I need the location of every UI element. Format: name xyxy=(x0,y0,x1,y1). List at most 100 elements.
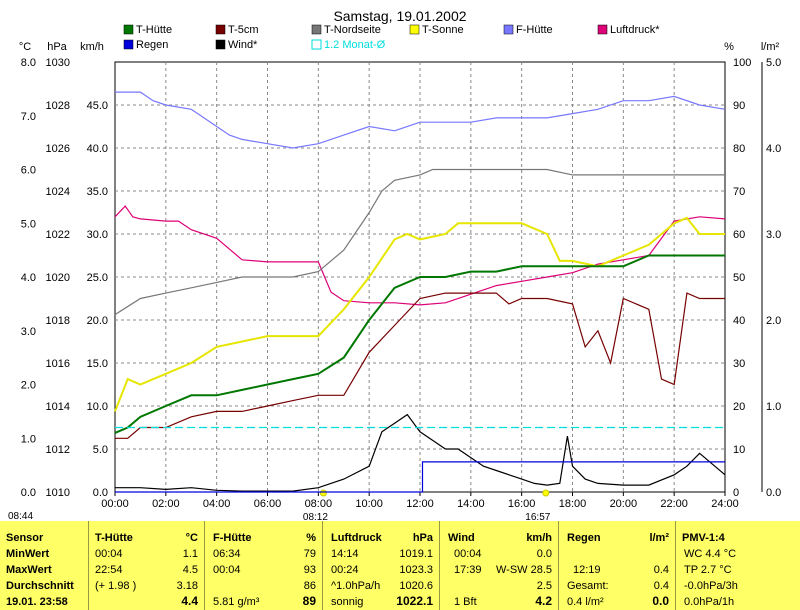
wind-avg-value: 2.5 xyxy=(536,580,552,592)
axis-tick-label-kmh: 5.0 xyxy=(93,444,108,456)
col-wind: Wind km/h 00:04 0.0 17:39 W-SW 28.5 2.5 … xyxy=(440,521,558,610)
axis-tick-label-lm2: 1.0 xyxy=(766,401,781,413)
row-max-label: MaxWert xyxy=(6,564,52,576)
axis-tick-label-hpa: 1022 xyxy=(46,229,70,241)
separator xyxy=(322,521,323,610)
x-tick-label: 24:00 xyxy=(711,498,739,510)
pmv-trend-1h: 0.0hPa/1h xyxy=(684,596,735,608)
axis-tick-label-celsius: 4.0 xyxy=(21,272,36,284)
x-tick-label: 10:00 xyxy=(355,498,383,510)
x-tick-label: 02:00 xyxy=(152,498,180,510)
wind-now-value: 4.2 xyxy=(535,594,552,608)
f-huette-now-value: 89 xyxy=(302,594,316,608)
series-line-t-sonne xyxy=(114,216,725,412)
axis-unit-hpa: hPa xyxy=(47,41,67,53)
axis-tick-label-lm2: 5.0 xyxy=(766,57,781,69)
legend-label: T-5cm xyxy=(228,24,259,36)
row-now-label: 19.01. 23:58 xyxy=(6,596,68,608)
x-tick-label: 16:00 xyxy=(508,498,536,510)
regen-total-value: 0.4 xyxy=(653,580,669,592)
col-regen: Regen l/m² 12:19 0.4 Gesamt: 0.4 0.4 l/m… xyxy=(559,521,675,610)
x-tick-label: 00:00 xyxy=(101,498,129,510)
legend-label: Regen xyxy=(136,39,168,51)
axis-tick-label-celsius: 7.0 xyxy=(21,111,36,123)
axis-unit-lm2: l/m² xyxy=(761,41,780,53)
axis-tick-label-kmh: 35.0 xyxy=(87,186,108,198)
separator xyxy=(204,521,205,610)
axis-tick-label-kmh: 10.0 xyxy=(87,401,108,413)
time-marker xyxy=(542,489,550,497)
axis-tick-label-percent: 20 xyxy=(733,401,745,413)
series-line-wind- xyxy=(115,413,726,492)
legend-swatch xyxy=(123,24,134,35)
separator xyxy=(88,521,89,610)
t-huette-max-time: 22:54 xyxy=(95,564,123,576)
series-layer xyxy=(114,91,726,493)
axis-unit-percent: % xyxy=(724,41,734,53)
luftdruck-trend: ^1.0hPa/h xyxy=(331,580,381,592)
axis-tick-label-percent: 60 xyxy=(733,229,745,241)
f-huette-now-note: 5.81 g/m³ xyxy=(213,596,260,608)
axis-tick-label-hpa: 1020 xyxy=(46,272,70,284)
axis-tick-label-hpa: 1028 xyxy=(46,100,70,112)
series-line-luftdruck- xyxy=(114,205,726,306)
row-min-label: MinWert xyxy=(6,548,50,560)
wind-now-note: 1 Bft xyxy=(454,596,477,608)
series-line-t-h-tte xyxy=(114,254,725,434)
axis-tick-label-celsius: 0.0 xyxy=(21,487,36,499)
axis-unit-kmh: km/h xyxy=(80,41,104,53)
axes: 00:00 02:00 04:00 06:00 08:00 10:00 12:00 14:00… xyxy=(19,41,781,521)
pmv-wc: WC 4.4 °C xyxy=(684,548,737,560)
hdr-luftdruck: Luftdruck xyxy=(331,532,382,544)
t-huette-max-value: 4.5 xyxy=(182,564,198,576)
unit-wind: km/h xyxy=(526,532,552,544)
axis-tick-label-kmh: 25.0 xyxy=(87,272,108,284)
axis-tick-label-percent: 50 xyxy=(733,272,745,284)
legend-label: F-Hütte xyxy=(516,24,553,36)
axis-tick-label-percent: 80 xyxy=(733,143,745,155)
x-tick-label: 18:00 xyxy=(559,498,587,510)
axis-tick-label-hpa: 1030 xyxy=(46,57,70,69)
f-huette-max-time: 00:04 xyxy=(213,564,241,576)
legend-swatch xyxy=(503,24,514,35)
unit-t-huette: °C xyxy=(185,532,198,544)
unit-regen: l/m² xyxy=(649,532,669,544)
x-tick-label: 06:00 xyxy=(254,498,282,510)
f-huette-max-value: 93 xyxy=(303,564,316,576)
axis-tick-label-celsius: 6.0 xyxy=(21,165,36,177)
wind-max-time: 17:39 xyxy=(454,564,482,576)
col-luftdruck: Luftdruck hPa 14:14 1019.1 00:24 1023.3 … xyxy=(323,521,439,610)
regen-max-value: 0.4 xyxy=(653,564,669,576)
hdr-sensor: Sensor xyxy=(6,532,44,544)
axis-unit-celsius: °C xyxy=(19,41,31,53)
t-huette-min-time: 00:04 xyxy=(95,548,123,560)
luftdruck-min-time: 14:14 xyxy=(331,548,359,560)
hdr-f-huette: F-Hütte xyxy=(213,532,252,544)
luftdruck-now-value: 1022.1 xyxy=(396,594,433,608)
legend-swatch xyxy=(311,39,322,50)
col-sensor: Sensor MinWert MaxWert Durchschnitt 19.0… xyxy=(0,521,88,610)
regen-max-time: 12:19 xyxy=(573,564,601,576)
col-pmv: PMV-1:4 WC 4.4 °C TP 2.7 °C -0.0hPa/3h 0… xyxy=(676,521,800,610)
wind-max-dir: W-SW xyxy=(496,564,528,576)
row-avg-label: Durchschnitt xyxy=(6,580,74,592)
unit-luftdruck: hPa xyxy=(412,532,433,544)
wind-max-value: 28.5 xyxy=(530,564,552,576)
x-tick-label: 20:00 xyxy=(610,498,638,510)
series-line-t-nordseite xyxy=(114,168,725,316)
luftdruck-min-value: 1019.1 xyxy=(399,548,433,560)
legend-swatch xyxy=(597,24,608,35)
legend-swatch xyxy=(311,24,322,35)
weather-chart: Samstag, 19.01.2002 T-Hütte T-5cm T-Nordse… xyxy=(19,8,781,521)
legend-label: Luftdruck* xyxy=(610,24,660,36)
hdr-pmv: PMV-1:4 xyxy=(682,532,725,544)
legend-label: Wind* xyxy=(228,39,258,51)
series-line-f-h-tte xyxy=(115,91,726,149)
x-tick-label: 08:00 xyxy=(305,498,333,510)
f-huette-min-time: 06:34 xyxy=(213,548,241,560)
legend-label: T-Hütte xyxy=(136,24,172,36)
legend-swatch xyxy=(215,24,226,35)
axis-tick-label-celsius: 2.0 xyxy=(21,380,36,392)
pmv-trend-3h: -0.0hPa/3h xyxy=(684,580,738,592)
axis-tick-label-hpa: 1016 xyxy=(46,358,70,370)
